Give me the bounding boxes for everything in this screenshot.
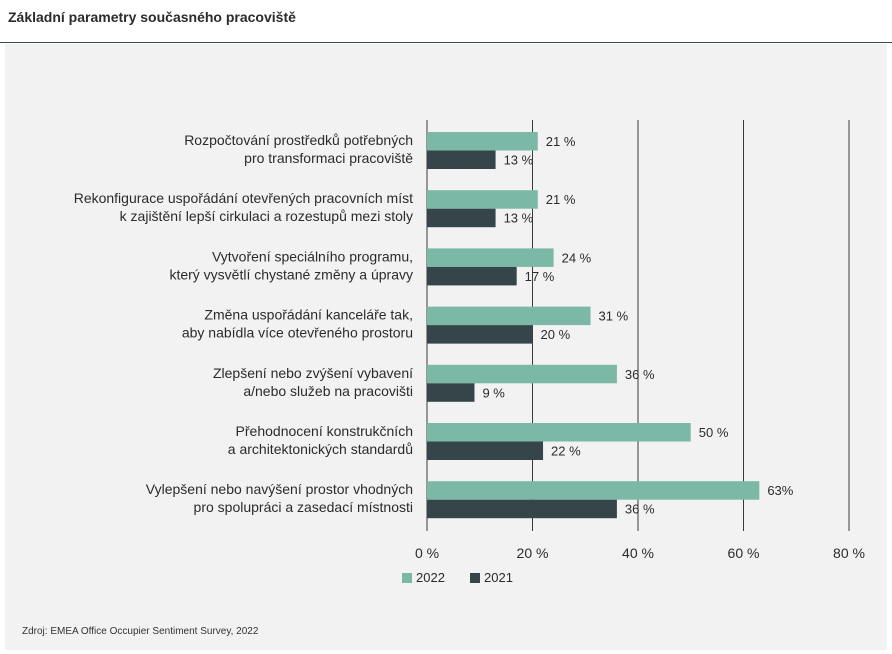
legend-label-2021: 2021 (484, 570, 513, 585)
category-label-line: Rekonfigurace uspořádání otevřených prac… (74, 190, 413, 206)
x-tick-label: 80 % (833, 545, 865, 561)
data-label-2022: 50 % (699, 425, 729, 440)
data-label-2021: 22 % (551, 444, 581, 459)
category-label-line: a architektonických standardů (228, 441, 413, 457)
category-label-line: Vylepšení nebo navýšení prostor vhodných (146, 481, 413, 497)
x-tick-label: 60 % (728, 545, 760, 561)
bar-2022 (427, 306, 591, 326)
category-label: Vytvoření speciálního programu, který vys… (169, 248, 413, 282)
legend-swatch-2021 (470, 573, 480, 583)
category-label: Vylepšení nebo navýšení prostor vhodných… (146, 481, 413, 515)
category-label-line: Rozpočtování prostředků potřebných (184, 132, 413, 148)
category-label-line: Přehodnocení konstrukčních (236, 423, 413, 439)
legend-swatch-2022 (402, 573, 412, 583)
bar-2022 (427, 481, 760, 500)
category-label-line: Změna uspořádání kanceláře tak, (204, 307, 413, 323)
category-label-line: pro transformaci pracoviště (244, 150, 413, 166)
data-label-2022: 21 % (546, 134, 576, 149)
data-label-2021: 17 % (525, 269, 555, 284)
data-label-2021: 13 % (504, 211, 534, 226)
bar-2022 (427, 248, 554, 267)
bars (427, 132, 760, 519)
bar-2022 (427, 190, 538, 209)
category-label-line: aby nabídla více otevřeného prostoru (182, 325, 413, 341)
legend-label-2022: 2022 (416, 570, 445, 585)
source-note: Zdroj: EMEA Office Occupier Sentiment Su… (22, 626, 259, 637)
bar-2022 (427, 364, 617, 384)
bar-2021 (427, 266, 517, 286)
category-label: Rekonfigurace uspořádání otevřených prac… (74, 190, 413, 224)
data-label-2022: 36 % (625, 367, 655, 382)
category-label: Přehodnocení konstrukčních a architektoni… (228, 423, 413, 457)
category-label: Rozpočtování prostředků potřebných pro tr… (184, 132, 413, 166)
data-label-2022: 63% (767, 483, 793, 498)
category-label-line: který vysvětlí chystané změny a úpravy (169, 266, 413, 282)
data-label-2021: 36 % (625, 502, 655, 517)
category-label: Změna uspořádání kanceláře tak, aby nabíd… (182, 307, 413, 341)
bar-2021 (427, 150, 496, 169)
page-title: Základní parametry současného pracoviště (8, 9, 296, 25)
x-tick-label: 0 % (415, 545, 439, 561)
x-tick-label: 20 % (517, 545, 549, 561)
bar-2021 (427, 208, 496, 228)
category-label-line: Vytvoření speciálního programu, (212, 248, 413, 264)
bar-2022 (427, 423, 691, 442)
title-divider (0, 42, 892, 43)
bar-2021 (427, 499, 617, 519)
legend: 2022 2021 (402, 570, 513, 585)
x-tick-labels: 0 % 20 % 40 % 60 % 80 % (415, 545, 865, 561)
data-label-2022: 24 % (562, 250, 592, 265)
data-label-2022: 31 % (599, 309, 629, 324)
category-label-line: a/nebo služeb na pracovišti (243, 383, 413, 399)
bar-2022 (427, 132, 538, 151)
value-labels: 21 % 13 % 21 % 13 % 24 % 17 % 31 % 20 % 36 % 9 % 5… (482, 134, 793, 517)
category-label-line: Zlepšení nebo zvýšení vybavení (213, 365, 413, 381)
data-label-2021: 20 % (541, 327, 571, 342)
category-label: Zlepšení nebo zvýšení vybavení a/nebo slu… (213, 365, 413, 399)
bar-2021 (427, 325, 533, 344)
data-label-2021: 13 % (504, 153, 534, 168)
x-tick-label: 40 % (622, 545, 654, 561)
bar-2021 (427, 383, 475, 402)
bar-2021 (427, 441, 544, 460)
data-label-2021: 9 % (482, 385, 505, 400)
category-label-line: pro spolupráci a zasedací místnosti (194, 499, 413, 515)
category-labels: Rozpočtování prostředků potřebných pro tr… (74, 132, 414, 515)
data-label-2022: 21 % (546, 192, 576, 207)
category-label-line: k zajištění lepší cirkulaci a rozestupů … (120, 208, 413, 224)
